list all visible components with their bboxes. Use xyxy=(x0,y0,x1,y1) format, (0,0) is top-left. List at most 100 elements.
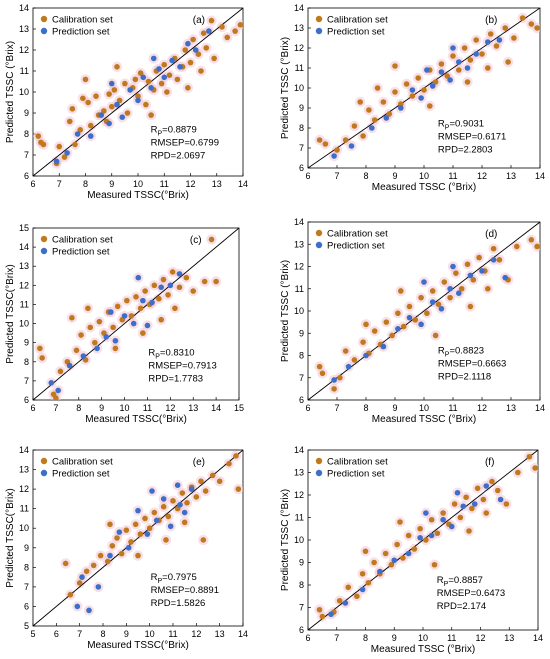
y-axis-label: Predicted TSSC (°Brix) xyxy=(280,489,291,591)
prediction-point xyxy=(456,290,462,297)
calibration-point xyxy=(451,501,458,507)
calibration-point xyxy=(467,303,474,310)
stat-rmsep: RMSEP=0.7913 xyxy=(148,360,216,371)
prediction-point xyxy=(107,552,113,559)
y-axis-label: Predicted TSSC(°Brix) xyxy=(5,264,16,363)
stat-rpd: RPD=2.2803 xyxy=(438,144,493,155)
calibration-point xyxy=(169,269,176,275)
calibration-point xyxy=(466,528,472,534)
legend-calibration-marker xyxy=(315,457,323,465)
prediction-point xyxy=(112,337,119,344)
calibration-point xyxy=(423,537,429,543)
legend-prediction-label: Prediction set xyxy=(52,247,110,258)
calibration-point xyxy=(69,315,75,321)
prediction-point xyxy=(140,297,146,304)
prediction-point xyxy=(467,272,474,279)
calibration-point xyxy=(440,510,446,516)
calibration-point xyxy=(76,580,83,586)
calibration-point xyxy=(532,465,538,471)
prediction-point xyxy=(206,28,212,34)
prediction-point xyxy=(418,95,424,101)
legend-calibration-marker xyxy=(40,15,48,23)
x-tick-label: 8 xyxy=(100,629,105,639)
calibration-point xyxy=(383,319,390,325)
calibration-point xyxy=(418,294,424,301)
prediction-point xyxy=(161,74,168,81)
calibration-point xyxy=(480,496,487,503)
y-tick-label: 10 xyxy=(294,306,304,316)
stat-rpd: RPD=1.7783 xyxy=(148,373,203,384)
calibration-point xyxy=(128,313,135,319)
prediction-point xyxy=(448,523,455,530)
prediction-point xyxy=(177,501,183,508)
calibration-point xyxy=(453,270,459,276)
x-tick-label: 6 xyxy=(305,403,310,413)
calibration-point xyxy=(110,324,116,331)
prediction-point xyxy=(496,37,503,43)
calibration-point xyxy=(132,521,139,528)
prediction-point xyxy=(167,282,174,289)
calibration-point xyxy=(158,316,164,323)
prediction-point xyxy=(177,64,183,70)
y-tick-label: 8 xyxy=(24,357,29,367)
calibration-point xyxy=(97,552,104,559)
y-axis-label: Predicted TSSC(°Brix) xyxy=(5,488,16,587)
calibration-point xyxy=(198,478,204,485)
calibration-point xyxy=(184,500,190,506)
calibration-point xyxy=(114,64,120,70)
x-axis-label: Measured TSSC (°Brix) xyxy=(372,414,476,425)
prediction-point xyxy=(490,257,497,263)
prediction-point xyxy=(98,112,105,118)
legend-prediction-marker xyxy=(315,469,323,477)
calibration-point xyxy=(322,141,329,147)
calibration-point xyxy=(78,332,84,338)
x-tick-label: 8 xyxy=(363,403,368,413)
x-tick-label: 6 xyxy=(305,633,310,643)
calibration-point xyxy=(345,584,352,591)
calibration-point xyxy=(216,478,223,485)
calibration-point xyxy=(195,51,202,57)
prediction-point xyxy=(106,120,112,127)
calibration-point xyxy=(417,525,423,532)
calibration-point xyxy=(490,245,497,252)
x-tick-label: 9 xyxy=(124,629,129,639)
calibration-point xyxy=(182,47,189,53)
x-tick-label: 14 xyxy=(535,403,545,413)
calibration-point xyxy=(181,519,188,526)
calibration-point xyxy=(534,243,540,250)
prediction-point xyxy=(160,496,167,502)
prediction-point xyxy=(398,105,404,111)
y-tick-label: 6 xyxy=(24,171,29,181)
legend-calibration-marker xyxy=(315,229,323,237)
y-tick-label: 13 xyxy=(19,465,29,475)
calibration-point xyxy=(232,28,238,34)
calibration-point xyxy=(528,21,535,27)
y-tick-label: 10 xyxy=(19,319,29,329)
y-tick-label: 9 xyxy=(24,338,29,348)
prediction-point xyxy=(64,150,70,156)
y-tick-label: 12 xyxy=(19,45,29,55)
x-tick-label: 14 xyxy=(238,179,248,189)
x-tick-label: 7 xyxy=(53,403,58,413)
calibration-point xyxy=(53,395,59,400)
prediction-point xyxy=(135,507,141,514)
calibration-point xyxy=(151,509,158,516)
y-tick-label: 11 xyxy=(20,66,29,76)
prediction-point xyxy=(331,153,337,159)
calibration-point xyxy=(366,107,372,113)
prediction-point xyxy=(429,83,436,89)
calibration-point xyxy=(470,277,477,283)
chart-panel-6: 6 7 8 9 10 11 12 13 14 6 7 8 9 10 11 12 13 14 Measured TSS… xyxy=(280,445,543,655)
prediction-point xyxy=(174,482,181,489)
prediction-point xyxy=(167,523,174,530)
calibration-point xyxy=(515,469,521,476)
y-tick-label: 9 xyxy=(24,543,29,553)
calibration-point xyxy=(200,30,207,36)
prediction-point xyxy=(440,516,446,523)
x-tick-label: 13 xyxy=(504,633,514,643)
y-tick-label: 7 xyxy=(299,143,304,153)
calibration-point xyxy=(464,261,471,268)
calibration-point xyxy=(72,141,78,148)
prediction-point xyxy=(130,320,137,327)
